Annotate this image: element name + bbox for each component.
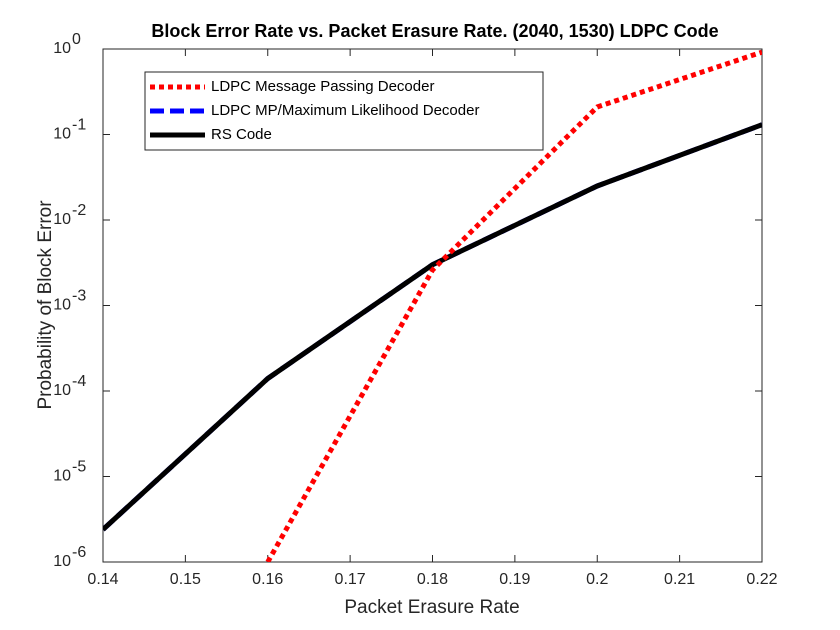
x-tick-label: 0.2 <box>586 571 608 588</box>
x-tick-label: 0.18 <box>417 571 448 588</box>
y-tick-label: 10 <box>53 126 71 143</box>
series-line <box>103 122 762 532</box>
x-tick-label: 0.15 <box>170 571 201 588</box>
y-tick-label: 10 <box>53 211 71 228</box>
x-tick-label: 0.16 <box>252 571 283 588</box>
y-tick-exponent: -5 <box>72 459 86 476</box>
legend-label: RS Code <box>211 126 272 143</box>
y-tick-exponent: -6 <box>72 544 86 561</box>
y-tick-exponent: -2 <box>72 202 86 219</box>
legend-label: LDPC MP/Maximum Likelihood Decoder <box>211 102 479 119</box>
x-tick-label: 0.21 <box>664 571 695 588</box>
axes-box <box>102 48 763 563</box>
series-line <box>103 122 762 532</box>
series-line <box>265 49 762 562</box>
y-tick-exponent: -4 <box>72 373 86 390</box>
x-tick-label: 0.22 <box>746 571 777 588</box>
y-tick-exponent: -1 <box>72 117 86 134</box>
legend-label: LDPC Message Passing Decoder <box>211 78 434 95</box>
y-tick-label: 10 <box>53 40 71 57</box>
y-tick-exponent: 0 <box>72 31 81 48</box>
y-tick-label: 10 <box>53 468 71 485</box>
x-tick-label: 0.14 <box>87 571 118 588</box>
y-tick-label: 10 <box>53 382 71 399</box>
y-tick-label: 10 <box>53 297 71 314</box>
legend-box <box>144 71 544 151</box>
y-tick-label: 10 <box>53 553 71 570</box>
x-tick-label: 0.19 <box>499 571 530 588</box>
x-tick-label: 0.17 <box>335 571 366 588</box>
y-axis-label: Probability of Block Error <box>35 200 56 410</box>
x-axis-label: Packet Erasure Rate <box>344 597 519 618</box>
y-tick-exponent: -3 <box>72 288 86 305</box>
chart-title: Block Error Rate vs. Packet Erasure Rate… <box>151 21 718 41</box>
